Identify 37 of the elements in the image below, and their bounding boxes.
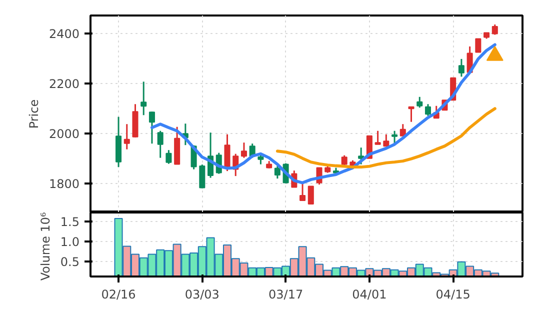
candlestick bbox=[358, 146, 364, 166]
candlestick bbox=[458, 58, 464, 78]
candlestick bbox=[475, 38, 482, 53]
x-tick-label: 02/16 bbox=[101, 288, 136, 302]
candlestick bbox=[424, 103, 431, 117]
y-axis-title: Volume 10⁶ bbox=[38, 212, 52, 281]
x-tick-label: 04/01 bbox=[352, 288, 387, 302]
candlestick bbox=[224, 134, 230, 172]
y-tick-label: 2000 bbox=[48, 126, 80, 141]
candlestick bbox=[408, 106, 414, 123]
y-tick-label: 1.5 bbox=[60, 214, 80, 229]
candlestick bbox=[392, 130, 398, 146]
candlestick bbox=[199, 164, 206, 190]
y-tick-label: 0.5 bbox=[60, 254, 80, 269]
candlestick bbox=[140, 80, 147, 116]
candlestick bbox=[383, 134, 390, 147]
candlestick bbox=[157, 130, 164, 159]
candlestick bbox=[374, 130, 381, 146]
y-axis-title: Price bbox=[26, 99, 41, 129]
candlestick bbox=[166, 149, 172, 165]
candlestick bbox=[416, 96, 423, 108]
candlestick bbox=[300, 182, 306, 202]
candlestick bbox=[258, 154, 264, 166]
y-tick-label: 2200 bbox=[48, 76, 80, 91]
candlestick bbox=[274, 165, 280, 180]
y-tick-label: 1800 bbox=[48, 176, 80, 191]
x-tick-label: 03/03 bbox=[184, 288, 220, 302]
candlestick bbox=[124, 123, 130, 150]
candlestick bbox=[492, 24, 498, 36]
candlestick bbox=[148, 110, 155, 144]
x-tick-label: 03/17 bbox=[268, 288, 304, 302]
x-tick-label: 04/15 bbox=[436, 288, 470, 302]
line-series bbox=[276, 107, 496, 169]
y-tick-label: 2400 bbox=[48, 26, 80, 41]
candlestick bbox=[240, 142, 247, 159]
y-tick-label: 1.0 bbox=[60, 234, 80, 249]
candlestick bbox=[308, 186, 314, 205]
